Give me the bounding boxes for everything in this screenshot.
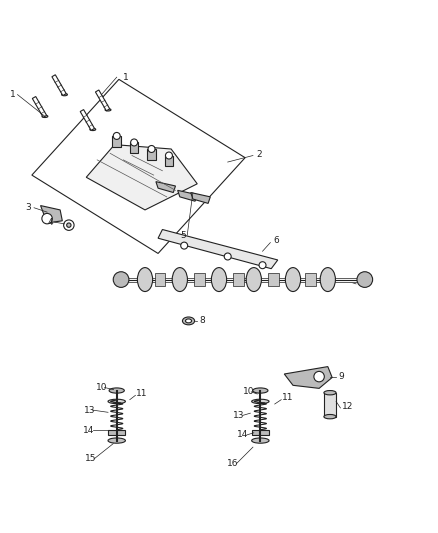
Ellipse shape — [212, 268, 226, 292]
Text: 5: 5 — [180, 231, 186, 240]
Circle shape — [113, 133, 120, 140]
Circle shape — [42, 213, 52, 224]
Polygon shape — [86, 144, 197, 210]
Bar — [130, 142, 138, 154]
Ellipse shape — [320, 268, 336, 292]
Polygon shape — [41, 206, 62, 223]
Ellipse shape — [185, 319, 191, 323]
Ellipse shape — [324, 391, 336, 395]
Ellipse shape — [90, 128, 96, 131]
Circle shape — [259, 262, 266, 269]
Text: 4: 4 — [47, 217, 53, 227]
Ellipse shape — [286, 268, 300, 292]
Ellipse shape — [42, 115, 48, 117]
Text: 2: 2 — [256, 150, 261, 159]
Circle shape — [224, 253, 231, 260]
Text: 13: 13 — [233, 411, 245, 420]
Bar — [233, 273, 244, 286]
Text: 12: 12 — [342, 402, 353, 411]
Text: 1: 1 — [123, 72, 129, 82]
Bar — [268, 273, 279, 286]
Text: 9: 9 — [339, 372, 344, 381]
Text: 7: 7 — [358, 279, 364, 288]
Text: 6: 6 — [273, 236, 279, 245]
Polygon shape — [178, 190, 197, 201]
Polygon shape — [80, 110, 95, 131]
Text: 13: 13 — [84, 406, 95, 415]
Circle shape — [357, 272, 373, 287]
Ellipse shape — [108, 438, 125, 443]
Bar — [155, 273, 166, 286]
Ellipse shape — [109, 388, 124, 393]
Bar — [252, 430, 269, 435]
Bar — [108, 430, 125, 435]
Text: 11: 11 — [136, 389, 148, 398]
Text: 1: 1 — [10, 90, 16, 99]
Ellipse shape — [172, 268, 187, 292]
Circle shape — [166, 152, 173, 159]
Bar — [194, 273, 205, 286]
Ellipse shape — [183, 317, 194, 325]
Polygon shape — [52, 75, 66, 95]
Circle shape — [67, 223, 71, 228]
Ellipse shape — [252, 438, 269, 443]
Circle shape — [314, 372, 324, 382]
Ellipse shape — [108, 399, 125, 403]
Text: 3: 3 — [25, 203, 31, 212]
Ellipse shape — [253, 388, 268, 393]
Ellipse shape — [62, 93, 67, 96]
Circle shape — [181, 242, 187, 249]
Ellipse shape — [246, 268, 261, 292]
Polygon shape — [156, 182, 176, 192]
Circle shape — [113, 272, 129, 287]
Ellipse shape — [105, 109, 111, 111]
Polygon shape — [191, 192, 210, 204]
Ellipse shape — [138, 268, 152, 292]
Circle shape — [131, 139, 138, 146]
Text: 14: 14 — [237, 431, 249, 439]
Bar — [147, 149, 156, 160]
Text: 15: 15 — [85, 454, 96, 463]
Bar — [324, 393, 336, 417]
Circle shape — [64, 220, 74, 230]
Text: 11: 11 — [282, 393, 293, 402]
Polygon shape — [95, 90, 110, 111]
Text: 10: 10 — [96, 383, 108, 392]
Bar — [305, 273, 316, 286]
Text: 10: 10 — [243, 387, 254, 397]
Polygon shape — [32, 96, 46, 117]
Bar — [165, 156, 173, 166]
Text: 16: 16 — [227, 459, 238, 468]
Text: 8: 8 — [199, 316, 205, 325]
Ellipse shape — [252, 399, 269, 403]
Circle shape — [148, 146, 155, 152]
Ellipse shape — [324, 415, 336, 419]
Polygon shape — [158, 230, 278, 269]
Text: 14: 14 — [83, 426, 95, 434]
Polygon shape — [284, 367, 332, 389]
Bar — [113, 136, 121, 147]
